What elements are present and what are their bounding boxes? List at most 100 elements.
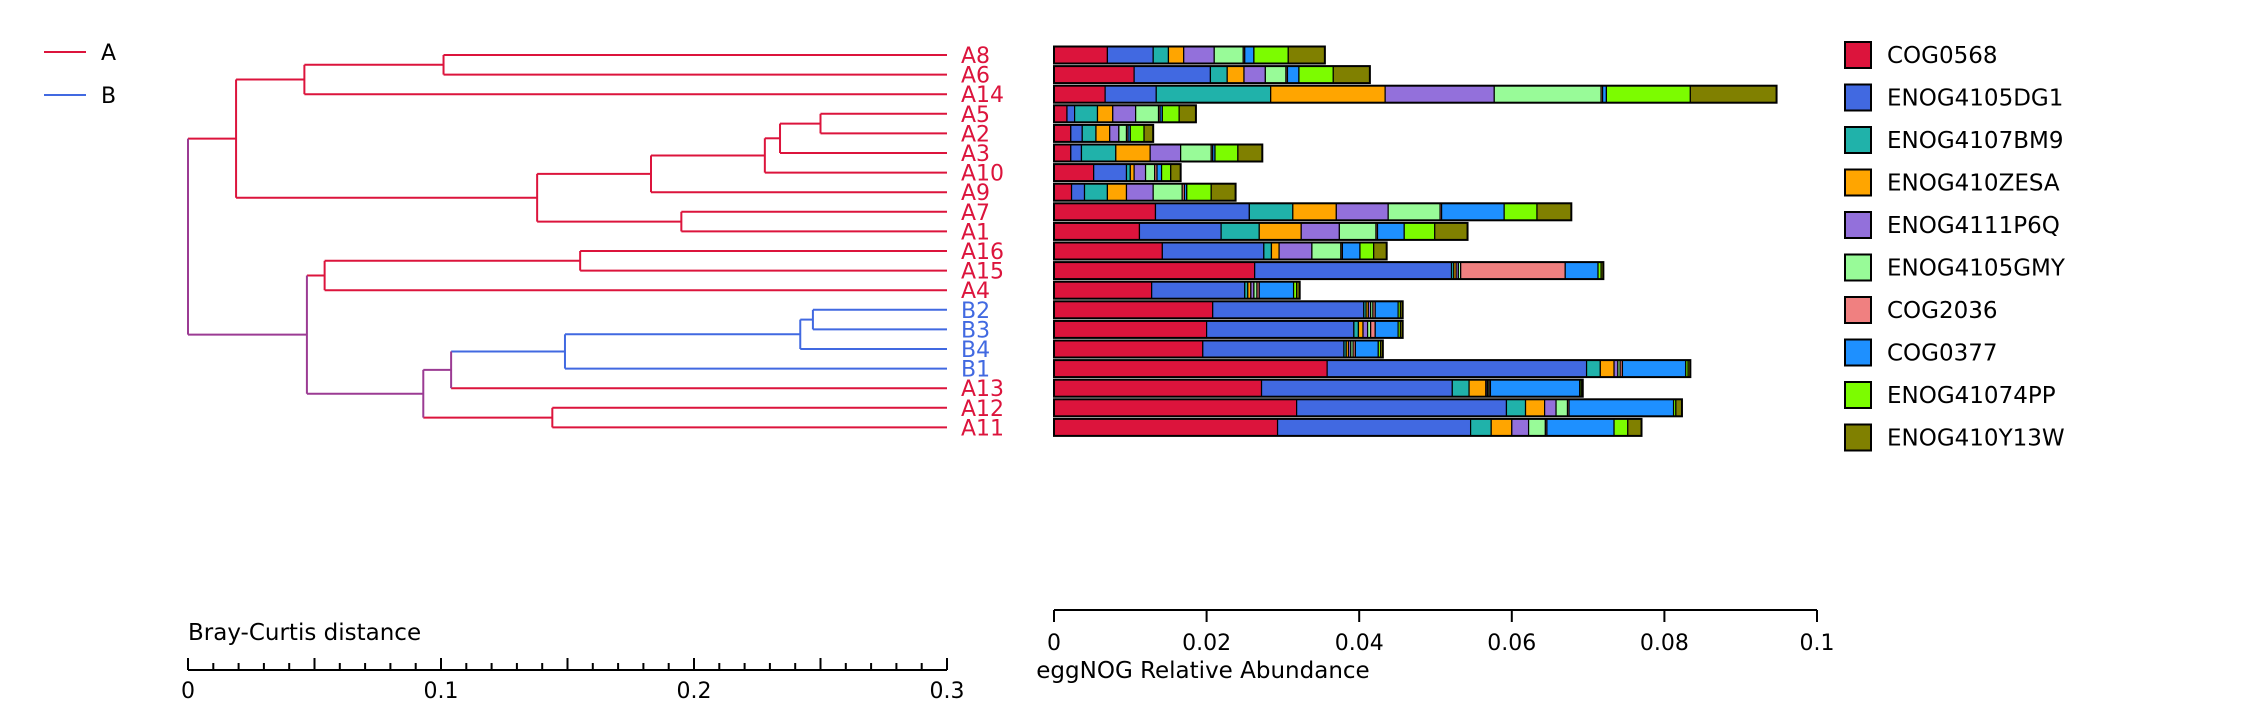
bar-segment-a4-cog0568 — [1053, 281, 1153, 300]
legend-swatch-cog0568 — [1844, 41, 1872, 69]
bar-segment-a3-enog41074pp — [1214, 143, 1239, 163]
dendrogram — [187, 54, 947, 429]
bar-segment-b1-cog0568 — [1053, 359, 1328, 378]
bar-outline-a2 — [1053, 123, 1155, 143]
bar-segment-a5-cog0568 — [1053, 104, 1068, 123]
bar-segment-a6-enog4105gmy — [1264, 65, 1287, 84]
bar-segment-a12-cog0377 — [1568, 398, 1675, 417]
bar-segment-a2-enog4105gmy — [1118, 124, 1128, 143]
bar-segment-a15-cog0568 — [1053, 261, 1256, 280]
bar-segment-a3-cog0568 — [1053, 143, 1072, 163]
bar-segment-a9-enog4105gmy — [1152, 183, 1183, 202]
abundance-tick-label: 0.08 — [1640, 631, 1689, 656]
bar-segment-a12-enog410zesa — [1524, 398, 1546, 417]
bar-segment-a1-enog410y13w — [1434, 222, 1469, 241]
bar-segment-a7-enog410y13w — [1536, 202, 1572, 221]
leaf-label-a7: A7 — [961, 201, 990, 226]
bar-segment-a3-enog4111p6q — [1149, 143, 1182, 163]
bar-segment-b3-enog4107bm9 — [1353, 320, 1360, 339]
legend-label-cog0377: COG0377 — [1887, 341, 1998, 367]
bar-segment-a8-enog410zesa — [1167, 45, 1185, 65]
bar-segment-a14-cog0568 — [1053, 85, 1106, 104]
bar-segment-a12-enog4111p6q — [1544, 398, 1557, 417]
bar-segment-a7-enog4111p6q — [1335, 202, 1389, 221]
bar-segment-a7-enog4105dg1 — [1154, 202, 1250, 221]
bar-segment-a1-enog4105gmy — [1338, 222, 1377, 241]
bar-segment-b2-cog0377 — [1374, 300, 1399, 319]
bar-segment-a9-cog0568 — [1053, 183, 1073, 202]
bar-outline-b3 — [1053, 319, 1404, 339]
bar-segment-a9-enog410zesa — [1106, 183, 1128, 202]
leaf-label-a9: A9 — [961, 181, 990, 206]
bar-segment-a2-enog4107bm9 — [1081, 124, 1097, 143]
bar-segment-a11-cog0568 — [1053, 418, 1279, 437]
bar-segment-a16-enog4105gmy — [1311, 241, 1342, 261]
legend-swatch-enog4107bm9 — [1844, 126, 1872, 154]
distance-tick-label: 0.2 — [677, 679, 712, 704]
bar-segment-a5-enog410zesa — [1096, 104, 1114, 123]
leaf-label-b1: B1 — [961, 358, 990, 383]
bar-segment-a16-cog0377 — [1341, 241, 1361, 261]
bar-segment-a9-enog4107bm9 — [1083, 183, 1109, 202]
bar-segment-a2-enog4105dg1 — [1070, 124, 1083, 143]
leaf-label-a12: A12 — [961, 397, 1004, 422]
bar-segment-a11-enog410y13w — [1627, 418, 1643, 437]
leaf-label-a5: A5 — [961, 103, 990, 128]
bar-outline-a3 — [1053, 143, 1264, 163]
bar-segment-a16-enog4111p6q — [1278, 241, 1313, 261]
bar-segment-a8-cog0377 — [1244, 45, 1255, 65]
leaf-label-a8: A8 — [961, 44, 990, 69]
bar-segment-b1-cog0377 — [1621, 359, 1687, 378]
stacked-bars — [1053, 45, 1778, 437]
leaf-label-a1: A1 — [961, 220, 990, 245]
bar-segment-b2-enog4105dg1 — [1212, 300, 1365, 319]
bar-outline-a10 — [1053, 163, 1182, 183]
bar-segment-a14-enog41074pp — [1605, 85, 1691, 104]
bar-segment-a1-cog0568 — [1053, 222, 1141, 241]
bar-segment-b1-enog410zesa — [1599, 359, 1615, 378]
bar-segment-a2-enog4111p6q — [1109, 124, 1120, 143]
bar-outline-a9 — [1053, 182, 1237, 202]
bar-segment-a10-enog4105gmy — [1144, 163, 1156, 182]
legend-swatch-enog410y13w — [1844, 423, 1872, 452]
leaf-label-a16: A16 — [961, 240, 1004, 265]
series-legend: COG0568 ENOG4105DG1 ENOG4107BM9 ENOG410ZESA… — [1844, 41, 2066, 452]
bar-outline-a11 — [1053, 417, 1643, 437]
bar-segment-a12-cog0568 — [1053, 398, 1298, 417]
bar-outline-a5 — [1053, 104, 1197, 124]
legend-label-cog0568: COG0568 — [1887, 43, 1998, 69]
abundance-axis: eggNOG Relative Abundance 0 0.02 0.04 0.06 0… — [1036, 609, 1835, 684]
bar-segment-a5-enog4111p6q — [1112, 104, 1137, 123]
bar-outline-a8 — [1053, 45, 1326, 65]
bar-segment-a13-enog4107bm9 — [1451, 379, 1470, 398]
bar-segment-a4-cog0377 — [1258, 281, 1295, 300]
bar-outline-a13 — [1053, 378, 1584, 398]
bar-segment-a14-enog410y13w — [1689, 85, 1778, 104]
bar-segment-a8-cog0568 — [1053, 45, 1109, 65]
bar-segment-a13-cog0568 — [1053, 379, 1263, 398]
bar-segment-a11-enog4105gmy — [1527, 418, 1546, 437]
bar-segment-a1-enog41074pp — [1403, 222, 1436, 241]
bar-segment-a11-enog4105dg1 — [1276, 418, 1472, 437]
bar-segment-a6-cog0377 — [1286, 65, 1300, 84]
bar-segment-a1-enog410zesa — [1258, 222, 1302, 241]
bar-segment-a16-enog4107bm9 — [1263, 241, 1273, 261]
abundance-axis-label: eggNOG Relative Abundance — [1036, 658, 1369, 684]
legend-swatch-cog0377 — [1844, 338, 1872, 367]
bar-segment-a14-enog4105dg1 — [1104, 85, 1157, 104]
abundance-tick-label: 0.02 — [1182, 631, 1231, 656]
bar-segment-a7-enog410zesa — [1292, 202, 1337, 221]
bar-segment-a6-enog4107bm9 — [1209, 65, 1228, 84]
bar-segment-a10-enog4111p6q — [1133, 163, 1147, 182]
bar-segment-a3-enog410zesa — [1115, 143, 1151, 163]
bar-segment-a8-enog4105gmy — [1213, 45, 1244, 65]
bar-segment-a9-enog41074pp — [1186, 183, 1212, 202]
bar-segment-a7-cog0377 — [1441, 202, 1505, 221]
bar-segment-a14-enog4111p6q — [1384, 85, 1495, 104]
bar-segment-a8-enog4107bm9 — [1152, 45, 1170, 65]
bar-segment-b3-cog0568 — [1053, 320, 1208, 339]
bar-segment-a3-enog4107bm9 — [1080, 143, 1117, 163]
distance-tick-label: 0.1 — [424, 679, 459, 704]
distance-axis: Bray-Curtis distance 0 0.1 0.2 0.3 — [181, 620, 965, 704]
bar-segment-a5-enog4107bm9 — [1074, 104, 1099, 123]
